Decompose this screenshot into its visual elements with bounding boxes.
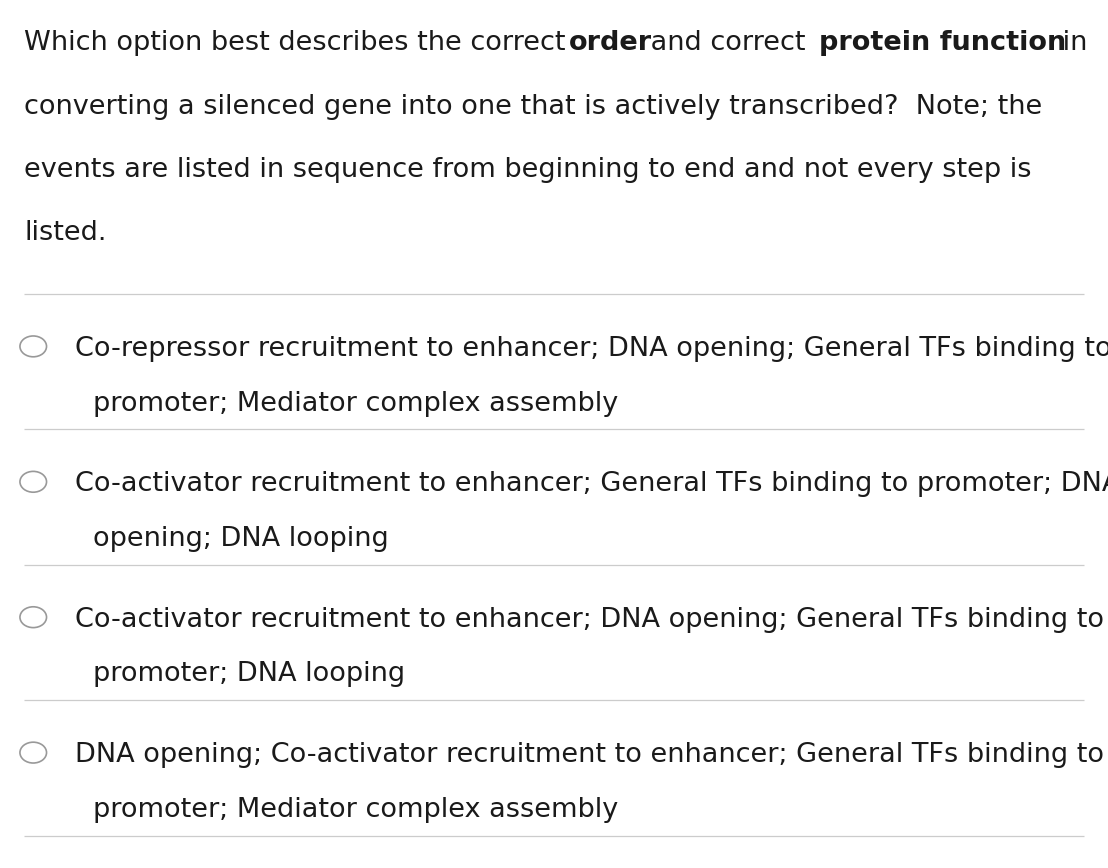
- Text: converting a silenced gene into one that is actively transcribed?  Note; the: converting a silenced gene into one that…: [24, 94, 1043, 120]
- Circle shape: [20, 607, 47, 628]
- Text: promoter; Mediator complex assembly: promoter; Mediator complex assembly: [93, 391, 618, 417]
- Text: Co-activator recruitment to enhancer; General TFs binding to promoter; DNA: Co-activator recruitment to enhancer; Ge…: [75, 471, 1108, 497]
- Circle shape: [20, 471, 47, 492]
- Text: order: order: [568, 30, 652, 56]
- Text: in: in: [1055, 30, 1088, 56]
- Text: Which option best describes the correct: Which option best describes the correct: [24, 30, 575, 56]
- Circle shape: [20, 742, 47, 763]
- Text: DNA opening; Co-activator recruitment to enhancer; General TFs binding to: DNA opening; Co-activator recruitment to…: [75, 742, 1105, 768]
- Text: promoter; DNA looping: promoter; DNA looping: [93, 661, 406, 687]
- Text: events are listed in sequence from beginning to end and not every step is: events are listed in sequence from begin…: [24, 157, 1032, 183]
- Text: promoter; Mediator complex assembly: promoter; Mediator complex assembly: [93, 797, 618, 823]
- Text: protein function: protein function: [819, 30, 1067, 56]
- Text: opening; DNA looping: opening; DNA looping: [93, 526, 389, 552]
- Text: Co-repressor recruitment to enhancer; DNA opening; General TFs binding to: Co-repressor recruitment to enhancer; DN…: [75, 336, 1108, 362]
- Circle shape: [20, 336, 47, 357]
- Text: Co-activator recruitment to enhancer; DNA opening; General TFs binding to: Co-activator recruitment to enhancer; DN…: [75, 607, 1105, 633]
- Text: listed.: listed.: [24, 220, 106, 247]
- Text: and correct: and correct: [643, 30, 814, 56]
